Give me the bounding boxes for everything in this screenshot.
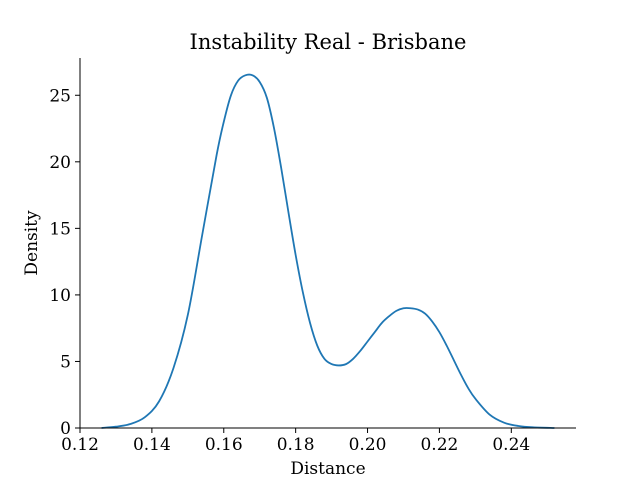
- x-tick-label: 0.20: [349, 435, 387, 455]
- x-axis-label: Distance: [290, 459, 365, 479]
- x-tick-label: 0.14: [133, 435, 171, 455]
- y-axis-label: Density: [22, 210, 42, 276]
- x-tick-label: 0.18: [277, 435, 315, 455]
- kde-density-line: [101, 73, 555, 429]
- x-tick-label: 0.22: [420, 435, 458, 455]
- y-tick-label: 10: [49, 286, 71, 306]
- y-axis-ticks: 0 5 10 15 20 25: [49, 86, 80, 439]
- y-tick-label: 20: [49, 153, 71, 173]
- y-tick-label: 15: [49, 219, 71, 239]
- x-tick-label: 0.12: [61, 435, 99, 455]
- y-tick-label: 0: [60, 419, 71, 439]
- x-axis-ticks: 0.12 0.14 0.16 0.18 0.20 0.22 0.24: [61, 428, 530, 455]
- chart-title: Instability Real - Brisbane: [190, 30, 467, 54]
- y-tick-label: 5: [60, 352, 71, 372]
- y-tick-label: 25: [49, 86, 71, 106]
- x-tick-label: 0.16: [205, 435, 243, 455]
- plot-area: 0.12 0.14 0.16 0.18 0.20 0.22 0.24 0 5 10 15 20 25: [49, 58, 576, 455]
- x-tick-label: 0.24: [492, 435, 530, 455]
